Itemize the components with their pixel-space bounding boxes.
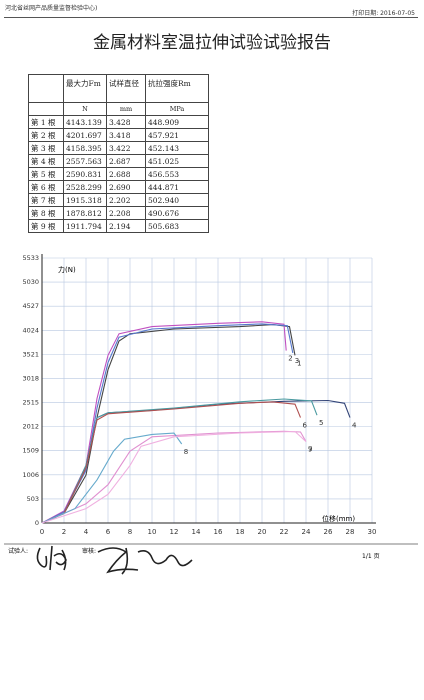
x-tick-label: 12 [170, 528, 179, 536]
x-tick-label: 14 [192, 528, 201, 536]
curve-label: 5 [319, 419, 323, 427]
force-curve [41, 323, 294, 524]
curve-label: 4 [352, 422, 357, 430]
x-tick-label: 10 [148, 528, 157, 536]
x-tick-label: 0 [40, 528, 44, 536]
header-rule [4, 17, 418, 18]
curve-label: 2 [288, 355, 292, 363]
y-tick-label: 1006 [22, 471, 39, 479]
table-cell: 490.676 [145, 206, 209, 220]
force-curve [41, 430, 307, 524]
x-tick-label: 30 [368, 528, 377, 536]
x-tick-label: 6 [106, 528, 111, 536]
y-tick-label: 2012 [22, 423, 39, 431]
y-tick-label: 5030 [22, 278, 39, 286]
x-tick-label: 16 [214, 528, 223, 536]
table-cell: 505.683 [145, 219, 209, 233]
signature-reviewer [97, 547, 193, 575]
header-org: 河北省丝网产品质量监督检验中心) [5, 5, 98, 12]
force-curve [41, 401, 302, 524]
y-tick-label: 0 [35, 519, 39, 527]
footer-tester: 试验人: [8, 547, 28, 555]
curve-label: 7 [308, 446, 312, 454]
y-tick-label: 5533 [22, 254, 39, 262]
report-title: 金属材料室温拉伸试验试验报告 [93, 33, 331, 53]
table-cell: 最大力Fm [63, 74, 107, 103]
force-curve [41, 321, 287, 524]
table-cell: 抗拉强度Rm [145, 74, 209, 103]
y-tick-label: 2515 [22, 399, 39, 407]
x-tick-label: 26 [324, 528, 333, 536]
y-tick-label: 4527 [22, 302, 39, 310]
curve-label: 6 [303, 422, 308, 430]
x-tick-label: 8 [128, 528, 132, 536]
signature-tester [36, 545, 67, 571]
curve-label: 9 [308, 446, 312, 454]
x-tick-label: 24 [302, 528, 311, 536]
table-row: 第 9 根 1911.794 2.194 505.683 [28, 219, 209, 233]
y-tick-label: 3018 [22, 374, 39, 382]
table-cell [28, 74, 64, 103]
y-axis-label: 力(N) [58, 265, 76, 274]
y-tick-label: 4024 [22, 326, 39, 334]
y-tick-label: 3521 [22, 350, 39, 358]
y-tick-label: 503 [27, 495, 39, 503]
x-axis-label: 位移(mm) [322, 514, 355, 523]
curve-label: 3 [295, 357, 299, 365]
x-tick-label: 4 [84, 528, 89, 536]
x-tick-label: 28 [346, 528, 355, 536]
x-tick-label: 18 [236, 528, 245, 536]
table-row: 第 6 根 2528.299 2.690 444.871 [28, 180, 209, 194]
table-row: 第 4 根 2557.563 2.687 451.025 [28, 154, 209, 168]
x-tick-label: 22 [280, 528, 289, 536]
table-row: 第 2 根 4201.697 3.418 457.921 [28, 128, 209, 142]
footer-page: 1/1 页 [362, 553, 380, 560]
footer-reviewer: 审核: [82, 547, 96, 555]
x-tick-label: 2 [62, 528, 66, 536]
y-tick-label: 1509 [22, 447, 39, 455]
table-cell: 1911.794 [63, 219, 107, 233]
force-curve [41, 432, 183, 524]
curve-label: 1 [297, 359, 301, 367]
table-row: 第 7 根 1915.318 2.202 502.940 [28, 193, 209, 207]
header-print-date: 打印日期: 2016-07-05 [352, 10, 415, 17]
x-tick-label: 20 [258, 528, 267, 536]
curve-label: 8 [184, 448, 188, 456]
